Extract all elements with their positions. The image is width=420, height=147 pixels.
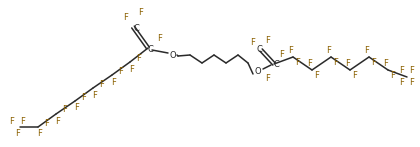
Text: F: F	[55, 117, 60, 126]
Text: F: F	[112, 77, 116, 86]
Text: F: F	[280, 50, 284, 59]
Text: F: F	[333, 57, 339, 66]
Text: F: F	[383, 59, 389, 67]
Text: F: F	[81, 92, 87, 101]
Text: C: C	[273, 60, 279, 69]
Text: F: F	[139, 7, 144, 16]
Text: O: O	[255, 66, 261, 76]
Text: F: F	[75, 103, 79, 112]
Text: F: F	[315, 71, 320, 80]
Text: F: F	[16, 128, 21, 137]
Text: F: F	[251, 37, 255, 46]
Text: F: F	[136, 54, 142, 62]
Text: F: F	[307, 59, 312, 67]
Text: F: F	[10, 117, 14, 127]
Text: C: C	[133, 24, 139, 32]
Text: F: F	[158, 34, 163, 42]
Text: F: F	[37, 130, 42, 138]
Text: F: F	[265, 74, 270, 82]
Text: F: F	[123, 12, 129, 21]
Text: F: F	[327, 46, 331, 55]
Text: F: F	[372, 57, 376, 66]
Text: F: F	[289, 46, 294, 55]
Text: F: F	[399, 77, 404, 86]
Text: F: F	[410, 77, 415, 86]
Text: C: C	[147, 45, 153, 54]
Text: F: F	[352, 71, 357, 80]
Text: F: F	[365, 46, 370, 55]
Text: F: F	[410, 66, 415, 75]
Text: F: F	[129, 65, 134, 74]
Text: F: F	[63, 106, 68, 115]
Text: F: F	[265, 35, 270, 45]
Text: F: F	[45, 118, 50, 127]
Text: F: F	[92, 91, 97, 100]
Text: F: F	[346, 59, 350, 67]
Text: O: O	[170, 51, 176, 60]
Text: F: F	[100, 80, 105, 88]
Text: F: F	[391, 71, 396, 80]
Text: F: F	[118, 66, 123, 76]
Text: C: C	[256, 45, 262, 54]
Text: F: F	[399, 66, 404, 75]
Text: F: F	[21, 117, 26, 127]
Text: F: F	[296, 57, 300, 66]
